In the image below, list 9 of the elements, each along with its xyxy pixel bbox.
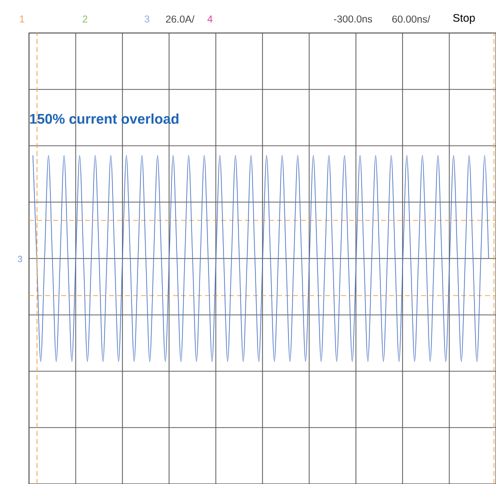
- text: Stop: [453, 14, 475, 24]
- text: 2: [82, 16, 88, 22]
- text: 4: [207, 16, 212, 22]
- text: 1: [20, 16, 24, 22]
- text: 60.00ns/: [392, 15, 430, 23]
- text: 3: [144, 15, 150, 23]
- text: 26.0A/: [166, 15, 194, 23]
- text: -300.0ns: [334, 15, 372, 23]
- text: 3: [18, 256, 22, 262]
